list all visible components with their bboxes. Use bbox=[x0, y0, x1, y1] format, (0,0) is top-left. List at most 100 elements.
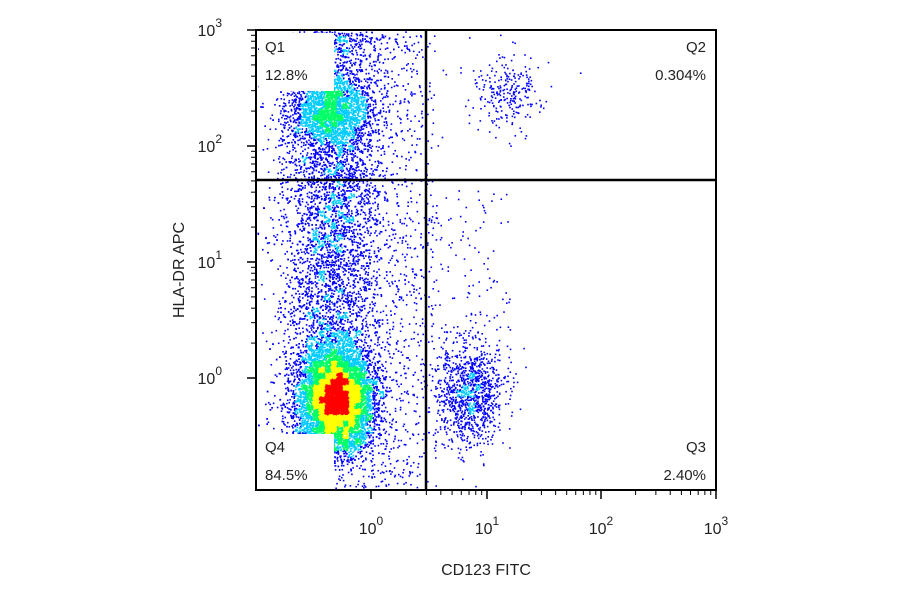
event-dot bbox=[328, 425, 330, 427]
event-dot bbox=[335, 335, 337, 338]
event-dot bbox=[324, 340, 327, 342]
event-dot bbox=[323, 389, 326, 391]
event-dot bbox=[375, 419, 377, 422]
event-dot bbox=[326, 390, 328, 393]
event-dot bbox=[369, 400, 372, 403]
event-dot bbox=[371, 371, 374, 373]
event-dot bbox=[353, 364, 356, 367]
event-dot bbox=[384, 346, 387, 348]
event-dot bbox=[357, 399, 359, 401]
event-dot bbox=[337, 441, 340, 443]
event-dot bbox=[290, 414, 292, 417]
event-dot bbox=[333, 446, 336, 449]
event-dot bbox=[303, 391, 306, 393]
event-dot bbox=[302, 406, 305, 408]
event-dot bbox=[371, 396, 374, 398]
event-dot bbox=[373, 421, 376, 423]
event-dot bbox=[333, 439, 335, 442]
event-dot bbox=[306, 374, 309, 377]
event-dot bbox=[340, 448, 342, 451]
event-dot bbox=[341, 460, 343, 462]
event-dot bbox=[367, 355, 370, 358]
event-dot bbox=[372, 443, 374, 445]
event-dot bbox=[337, 337, 340, 339]
event-dot bbox=[344, 360, 346, 363]
event-dot bbox=[316, 415, 318, 417]
event-dot bbox=[319, 385, 321, 387]
event-dot bbox=[365, 424, 368, 426]
event-dot bbox=[355, 332, 358, 335]
event-dot bbox=[273, 427, 275, 430]
event-dot bbox=[349, 448, 352, 450]
event-dot bbox=[319, 343, 321, 346]
event-dot bbox=[374, 373, 376, 375]
event-dot bbox=[315, 372, 318, 375]
event-dot bbox=[345, 452, 347, 455]
event-dot bbox=[316, 353, 318, 356]
event-dot bbox=[366, 423, 369, 426]
event-dot bbox=[288, 426, 291, 428]
event-dot bbox=[351, 410, 354, 412]
event-dot bbox=[356, 433, 359, 436]
event-dot bbox=[292, 417, 294, 420]
event-dot bbox=[321, 374, 323, 377]
event-dot bbox=[365, 356, 367, 358]
event-dot bbox=[315, 355, 318, 357]
event-dot bbox=[294, 331, 297, 334]
event-dot bbox=[333, 334, 335, 336]
event-dot bbox=[361, 380, 364, 382]
event-dot bbox=[294, 425, 296, 428]
event-dot bbox=[315, 351, 318, 354]
event-dot bbox=[356, 465, 358, 467]
event-dot bbox=[350, 366, 353, 368]
event-dot bbox=[385, 389, 387, 392]
event-dot bbox=[289, 369, 292, 372]
event-dot bbox=[327, 351, 329, 354]
event-dot bbox=[362, 381, 364, 383]
event-dot bbox=[347, 458, 349, 461]
event-dot bbox=[314, 419, 317, 421]
event-dot bbox=[295, 364, 297, 367]
event-dot bbox=[301, 429, 304, 431]
event-dot bbox=[342, 333, 344, 336]
event-dot bbox=[363, 410, 366, 413]
event-dot bbox=[358, 389, 360, 392]
event-dot bbox=[350, 436, 353, 438]
event-dot bbox=[321, 402, 323, 405]
event-dot bbox=[351, 365, 354, 368]
event-dot bbox=[305, 427, 307, 430]
event-dot bbox=[379, 432, 381, 435]
event-dot bbox=[356, 352, 359, 354]
event-dot bbox=[349, 356, 351, 358]
event-dot bbox=[299, 349, 302, 352]
event-dot bbox=[313, 374, 316, 376]
event-dot bbox=[311, 408, 313, 411]
event-dot bbox=[356, 431, 359, 433]
event-dot bbox=[347, 442, 350, 444]
event-dot bbox=[327, 316, 329, 318]
event-dot bbox=[345, 363, 348, 365]
event-dot bbox=[360, 379, 363, 381]
event-dot bbox=[292, 391, 295, 394]
event-dot bbox=[287, 374, 290, 376]
event-dot bbox=[297, 395, 300, 398]
event-dot bbox=[323, 366, 326, 368]
event-dot bbox=[296, 382, 299, 384]
event-dot bbox=[307, 348, 310, 350]
event-dot bbox=[304, 368, 306, 370]
event-dot bbox=[368, 334, 370, 337]
event-dot bbox=[353, 362, 355, 364]
event-dot bbox=[357, 388, 359, 390]
event-dot bbox=[400, 400, 402, 402]
event-dot bbox=[366, 397, 368, 400]
event-dot bbox=[301, 400, 304, 402]
event-dot bbox=[337, 428, 339, 430]
event-dot bbox=[312, 373, 315, 375]
event-dot bbox=[319, 342, 321, 345]
event-dot bbox=[327, 379, 330, 382]
event-dot bbox=[368, 435, 371, 438]
event-dot bbox=[306, 386, 308, 389]
event-dot bbox=[338, 335, 340, 338]
event-dot bbox=[301, 378, 304, 381]
event-dot bbox=[365, 342, 368, 344]
